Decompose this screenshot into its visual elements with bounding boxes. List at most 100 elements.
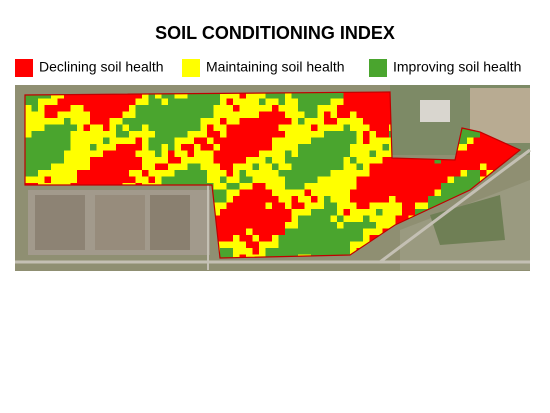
soil-cell [363,124,370,132]
soil-cell [278,157,286,164]
soil-cell [246,131,253,138]
soil-cell [285,183,292,190]
soil-cell [369,92,377,99]
soil-cell [421,176,429,184]
soil-cell [233,248,240,255]
soil-cell [317,111,325,119]
soil-cell [233,254,240,258]
soil-cell [51,111,58,119]
soil-cell [285,118,292,125]
soil-cell [395,176,403,184]
soil-cell [395,196,403,203]
soil-cell [31,131,39,138]
soil-cell [278,222,286,229]
soil-cell [70,92,78,99]
soil-cell [356,215,364,223]
soil-cell [44,150,52,158]
soil-cell [239,163,247,171]
soil-cell [434,183,442,190]
soil-cell [246,98,253,106]
soil-cell [239,196,247,203]
soil-cell [298,183,305,190]
soil-cell [220,209,227,216]
soil-cell [103,144,110,151]
soil-cell [298,124,305,132]
soil-cell [460,157,468,164]
soil-cell [493,137,500,145]
soil-cell [402,189,409,197]
soil-cell [226,170,234,177]
soil-cell [473,176,481,184]
soil-cell [51,118,58,125]
soil-cell [38,144,45,151]
soil-cell [57,118,65,125]
soil-cell [148,144,156,151]
soil-cell [122,157,130,164]
soil-cell [168,98,175,106]
soil-cell [174,170,182,177]
soil-cell [311,92,318,99]
soil-cell [44,98,52,106]
soil-cell [246,209,253,216]
soil-cell [200,98,208,106]
soil-cell [239,202,247,210]
soil-cell [291,215,299,223]
soil-cell [311,144,318,151]
soil-cell [96,150,104,158]
soil-cell [337,111,344,119]
soil-cell [343,163,351,171]
soil-cell [291,189,299,197]
soil-cell [220,235,227,242]
soil-cell [376,111,383,119]
soil-cell [213,118,221,125]
soil-cell [213,124,221,132]
soil-cell [486,150,494,158]
soil-cell [324,131,331,138]
soil-cell [291,235,299,242]
soil-cell [252,222,260,229]
soil-cell [252,124,260,132]
soil-cell [181,163,188,171]
soil-cell [70,150,78,158]
soil-cell [31,118,39,125]
soil-cell [467,131,474,138]
soil-cell [415,157,422,164]
soil-cell [350,202,357,210]
soil-cell [252,163,260,171]
soil-cell [142,131,149,138]
soil-cell [278,150,286,158]
soil-cell [272,196,279,203]
soil-cell [285,215,292,223]
soil-cell [285,144,292,151]
soil-cell [259,235,266,242]
soil-cell [168,170,175,177]
soil-cell [187,111,195,119]
soil-cell [324,183,331,190]
soil-cell [272,157,279,164]
soil-cell [317,202,325,210]
soil-cell [96,144,104,151]
soil-cell [161,92,169,99]
soil-cell [421,183,429,190]
soil-cell [207,176,214,184]
soil-cell [337,105,344,112]
soil-cell [31,176,39,184]
soil-cell [90,98,97,106]
soil-cell [57,163,65,171]
soil-cell [272,202,279,210]
soil-cell [311,241,318,249]
soil-cell [337,118,344,125]
soil-cell [233,124,240,132]
soil-cell [57,111,65,119]
soil-cell [363,170,370,177]
soil-cell [395,215,403,223]
soil-cell [96,170,104,177]
soil-cell [161,170,169,177]
soil-cell [272,111,279,119]
soil-cell [317,105,325,112]
soil-cell [259,241,266,249]
soil-cell [356,196,364,203]
soil-cell [480,150,487,158]
soil-cell [298,144,305,151]
